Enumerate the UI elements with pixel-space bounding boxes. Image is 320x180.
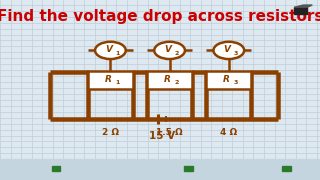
Text: 1: 1 [115, 51, 120, 56]
Text: V: V [223, 45, 230, 54]
Circle shape [154, 42, 185, 59]
Bar [294, 7, 307, 14]
FancyBboxPatch shape [88, 71, 133, 89]
Text: 2: 2 [174, 51, 179, 56]
Bar [0, 159, 320, 180]
Text: V: V [105, 45, 112, 54]
Text: 1.5 Ω: 1.5 Ω [156, 128, 183, 137]
Text: 15 V: 15 V [149, 131, 176, 141]
Text: 3: 3 [234, 80, 238, 86]
Bar [52, 166, 60, 171]
Text: R: R [164, 75, 171, 84]
Text: 2 Ω: 2 Ω [102, 128, 119, 137]
Bar [282, 166, 291, 171]
Text: 4 Ω: 4 Ω [220, 128, 237, 137]
Text: Find the voltage drop across resistors: Find the voltage drop across resistors [0, 9, 320, 24]
Text: 3: 3 [234, 51, 238, 56]
Circle shape [95, 42, 126, 59]
Bar [184, 166, 193, 171]
Text: 2: 2 [174, 80, 179, 86]
Text: 1: 1 [115, 80, 120, 86]
FancyBboxPatch shape [206, 71, 251, 89]
FancyBboxPatch shape [147, 71, 192, 89]
Polygon shape [294, 5, 312, 7]
Text: R: R [223, 75, 230, 84]
Circle shape [213, 42, 244, 59]
Text: V: V [164, 45, 171, 54]
Text: R: R [105, 75, 112, 84]
